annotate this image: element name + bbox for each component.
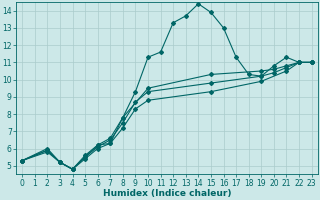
X-axis label: Humidex (Indice chaleur): Humidex (Indice chaleur) [103, 189, 231, 198]
